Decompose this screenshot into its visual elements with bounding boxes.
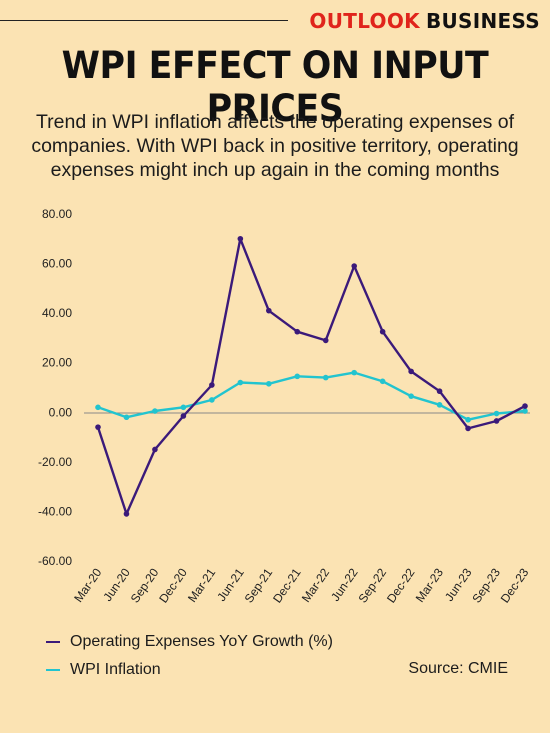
x-tick-label: Sep-23 [469, 565, 503, 605]
legend: Operating Expenses YoY Growth (%) WPI In… [46, 628, 526, 684]
brand-rule [0, 20, 288, 21]
y-tick-label: -40.00 [38, 504, 72, 518]
y-axis-ticks: 80.00 60.00 40.00 20.00 0.00 -20.00 -40.00 -60.… [38, 207, 72, 568]
legend-item-expenses: Operating Expenses YoY Growth (%) [46, 628, 526, 656]
series-line-wpi [97, 371, 526, 421]
legend-swatch-wpi [46, 669, 60, 671]
source-note: Source: CMIE [408, 660, 508, 677]
legend-label-wpi: WPI Inflation [70, 661, 161, 678]
brand-logo: OUTLOOK BUSINESS [309, 6, 540, 36]
x-tick-label: Mar-20 [71, 565, 104, 604]
data-point-wpi [266, 380, 272, 387]
data-point-wpi [322, 374, 329, 381]
x-tick-label: Dec-23 [498, 565, 532, 605]
data-point-wpi [123, 414, 130, 421]
y-tick-label: 80.00 [42, 207, 72, 221]
series-points [95, 235, 528, 517]
legend-label-expenses: Operating Expenses YoY Growth (%) [70, 633, 333, 650]
x-tick-label: Sep-21 [242, 565, 276, 605]
data-point-expenses [351, 263, 358, 269]
brand-business: BUSINESS [425, 9, 540, 33]
data-point-expenses [408, 368, 414, 375]
legend-swatch-expenses [46, 641, 60, 643]
data-point-expenses [522, 403, 528, 409]
data-point-expenses [209, 382, 215, 388]
x-tick-label: Dec-22 [384, 565, 418, 605]
data-point-expenses [322, 337, 329, 344]
brand-outlook: OUTLOOK [309, 9, 420, 33]
series-lines [96, 237, 526, 516]
x-tick-label: Sep-20 [128, 565, 162, 605]
data-point-expenses [152, 446, 158, 453]
y-tick-label: -20.00 [38, 455, 72, 469]
data-point-wpi [379, 378, 386, 385]
data-point-expenses [123, 511, 130, 517]
y-tick-label: 20.00 [42, 356, 72, 370]
data-point-wpi [180, 404, 187, 411]
chart-subtitle: Trend in WPI inflation affects the opera… [31, 111, 519, 181]
data-point-expenses [465, 425, 471, 432]
data-point-expenses [436, 388, 443, 395]
x-tick-label: Sep-22 [355, 565, 389, 605]
data-point-wpi [294, 373, 301, 380]
data-point-expenses [266, 307, 272, 314]
data-point-wpi [465, 416, 471, 423]
y-tick-label: 0.00 [49, 405, 73, 419]
data-point-wpi [152, 408, 158, 414]
data-point-expenses [95, 424, 101, 430]
y-tick-label: 40.00 [42, 306, 72, 320]
line-chart: 80.00 60.00 40.00 20.00 0.00 -20.00 -40.00 -60.… [38, 207, 532, 605]
legend-item-wpi: WPI Inflation [46, 656, 526, 684]
x-tick-label: Mar-23 [413, 565, 446, 604]
x-tick-label: Mar-22 [299, 565, 332, 604]
y-tick-label: -60.00 [38, 554, 72, 568]
x-tick-label: Dec-21 [270, 565, 304, 605]
chart-title: WPI EFFECT ON INPUT PRICES [61, 44, 489, 130]
data-point-wpi [95, 404, 101, 411]
x-axis-ticks: Mar-20Jun-20Sep-20Dec-20Mar-21Jun-21Sep-… [71, 565, 531, 605]
data-point-expenses [379, 328, 386, 335]
data-point-expenses [294, 328, 301, 335]
data-point-wpi [522, 408, 528, 414]
x-tick-label: Mar-21 [185, 565, 218, 604]
data-point-wpi [351, 369, 358, 376]
data-point-wpi [209, 397, 215, 403]
x-tick-label: Dec-20 [156, 565, 190, 605]
y-tick-label: 60.00 [42, 257, 72, 271]
data-point-wpi [237, 379, 244, 386]
data-point-expenses [493, 418, 500, 424]
data-point-wpi [408, 393, 414, 399]
series-line-expenses [96, 237, 526, 516]
data-point-expenses [180, 413, 187, 419]
data-point-wpi [493, 410, 500, 417]
data-point-expenses [237, 235, 244, 242]
data-point-wpi [436, 402, 443, 408]
